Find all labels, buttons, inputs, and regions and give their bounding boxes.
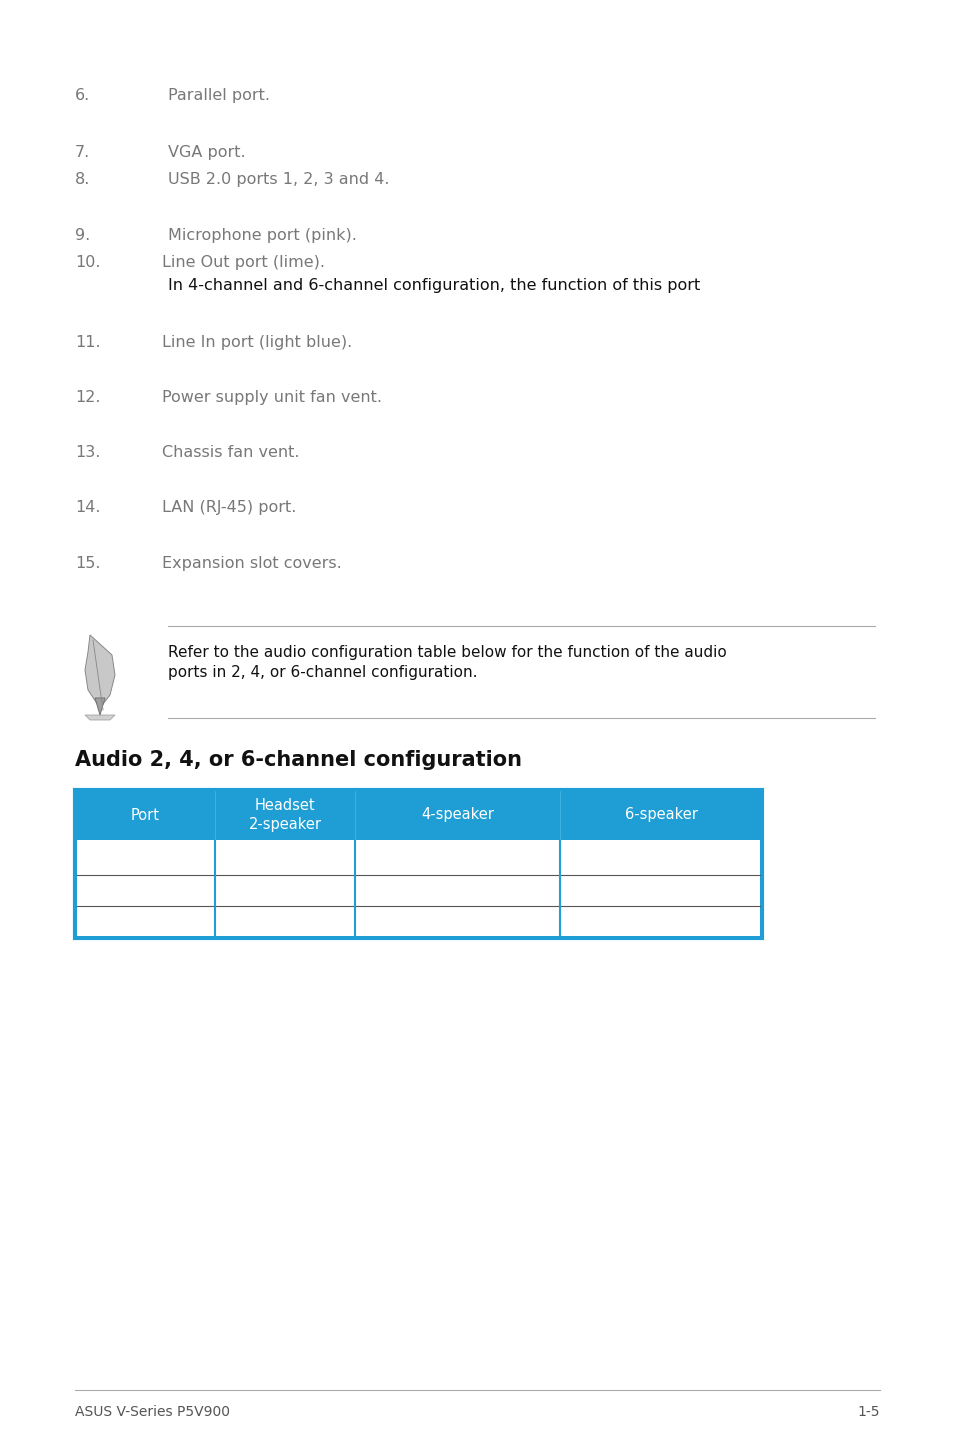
Text: In 4-channel and 6-channel configuration, the function of this port: In 4-channel and 6-channel configuration…	[168, 278, 700, 293]
Text: 8.: 8.	[75, 173, 91, 187]
Text: Audio 2, 4, or 6-channel configuration: Audio 2, 4, or 6-channel configuration	[75, 751, 521, 769]
Text: 9.: 9.	[75, 229, 91, 243]
Text: ports in 2, 4, or 6-channel configuration.: ports in 2, 4, or 6-channel configuratio…	[168, 664, 477, 680]
Text: Expansion slot covers.: Expansion slot covers.	[162, 557, 341, 571]
Polygon shape	[85, 715, 115, 720]
Text: Power supply unit fan vent.: Power supply unit fan vent.	[162, 390, 381, 406]
Text: 11.: 11.	[75, 335, 100, 349]
Text: 7.: 7.	[75, 145, 91, 160]
Text: 6.: 6.	[75, 88, 91, 104]
Text: Microphone port (pink).: Microphone port (pink).	[168, 229, 356, 243]
FancyBboxPatch shape	[75, 789, 761, 938]
Polygon shape	[85, 636, 115, 707]
Text: Chassis fan vent.: Chassis fan vent.	[162, 444, 299, 460]
Text: 12.: 12.	[75, 390, 100, 406]
Text: ASUS V-Series P5V900: ASUS V-Series P5V900	[75, 1405, 230, 1419]
Text: 10.: 10.	[75, 255, 100, 270]
Text: VGA port.: VGA port.	[168, 145, 245, 160]
Text: Parallel port.: Parallel port.	[168, 88, 270, 104]
Text: Refer to the audio configuration table below for the function of the audio: Refer to the audio configuration table b…	[168, 646, 726, 660]
Text: 14.: 14.	[75, 500, 100, 515]
Text: Line Out port (lime).: Line Out port (lime).	[162, 255, 325, 270]
Text: 4-speaker: 4-speaker	[420, 808, 494, 823]
Text: 6-speaker: 6-speaker	[624, 808, 697, 823]
Text: USB 2.0 ports 1, 2, 3 and 4.: USB 2.0 ports 1, 2, 3 and 4.	[168, 173, 389, 187]
Text: 1-5: 1-5	[857, 1405, 879, 1419]
Text: LAN (RJ-45) port.: LAN (RJ-45) port.	[162, 500, 296, 515]
Text: Headset
2-speaker: Headset 2-speaker	[248, 798, 321, 831]
Text: Port: Port	[131, 808, 159, 823]
FancyBboxPatch shape	[75, 789, 761, 840]
FancyBboxPatch shape	[77, 840, 760, 936]
Text: 15.: 15.	[75, 557, 100, 571]
Polygon shape	[95, 697, 105, 715]
Text: 13.: 13.	[75, 444, 100, 460]
Text: Line In port (light blue).: Line In port (light blue).	[162, 335, 352, 349]
